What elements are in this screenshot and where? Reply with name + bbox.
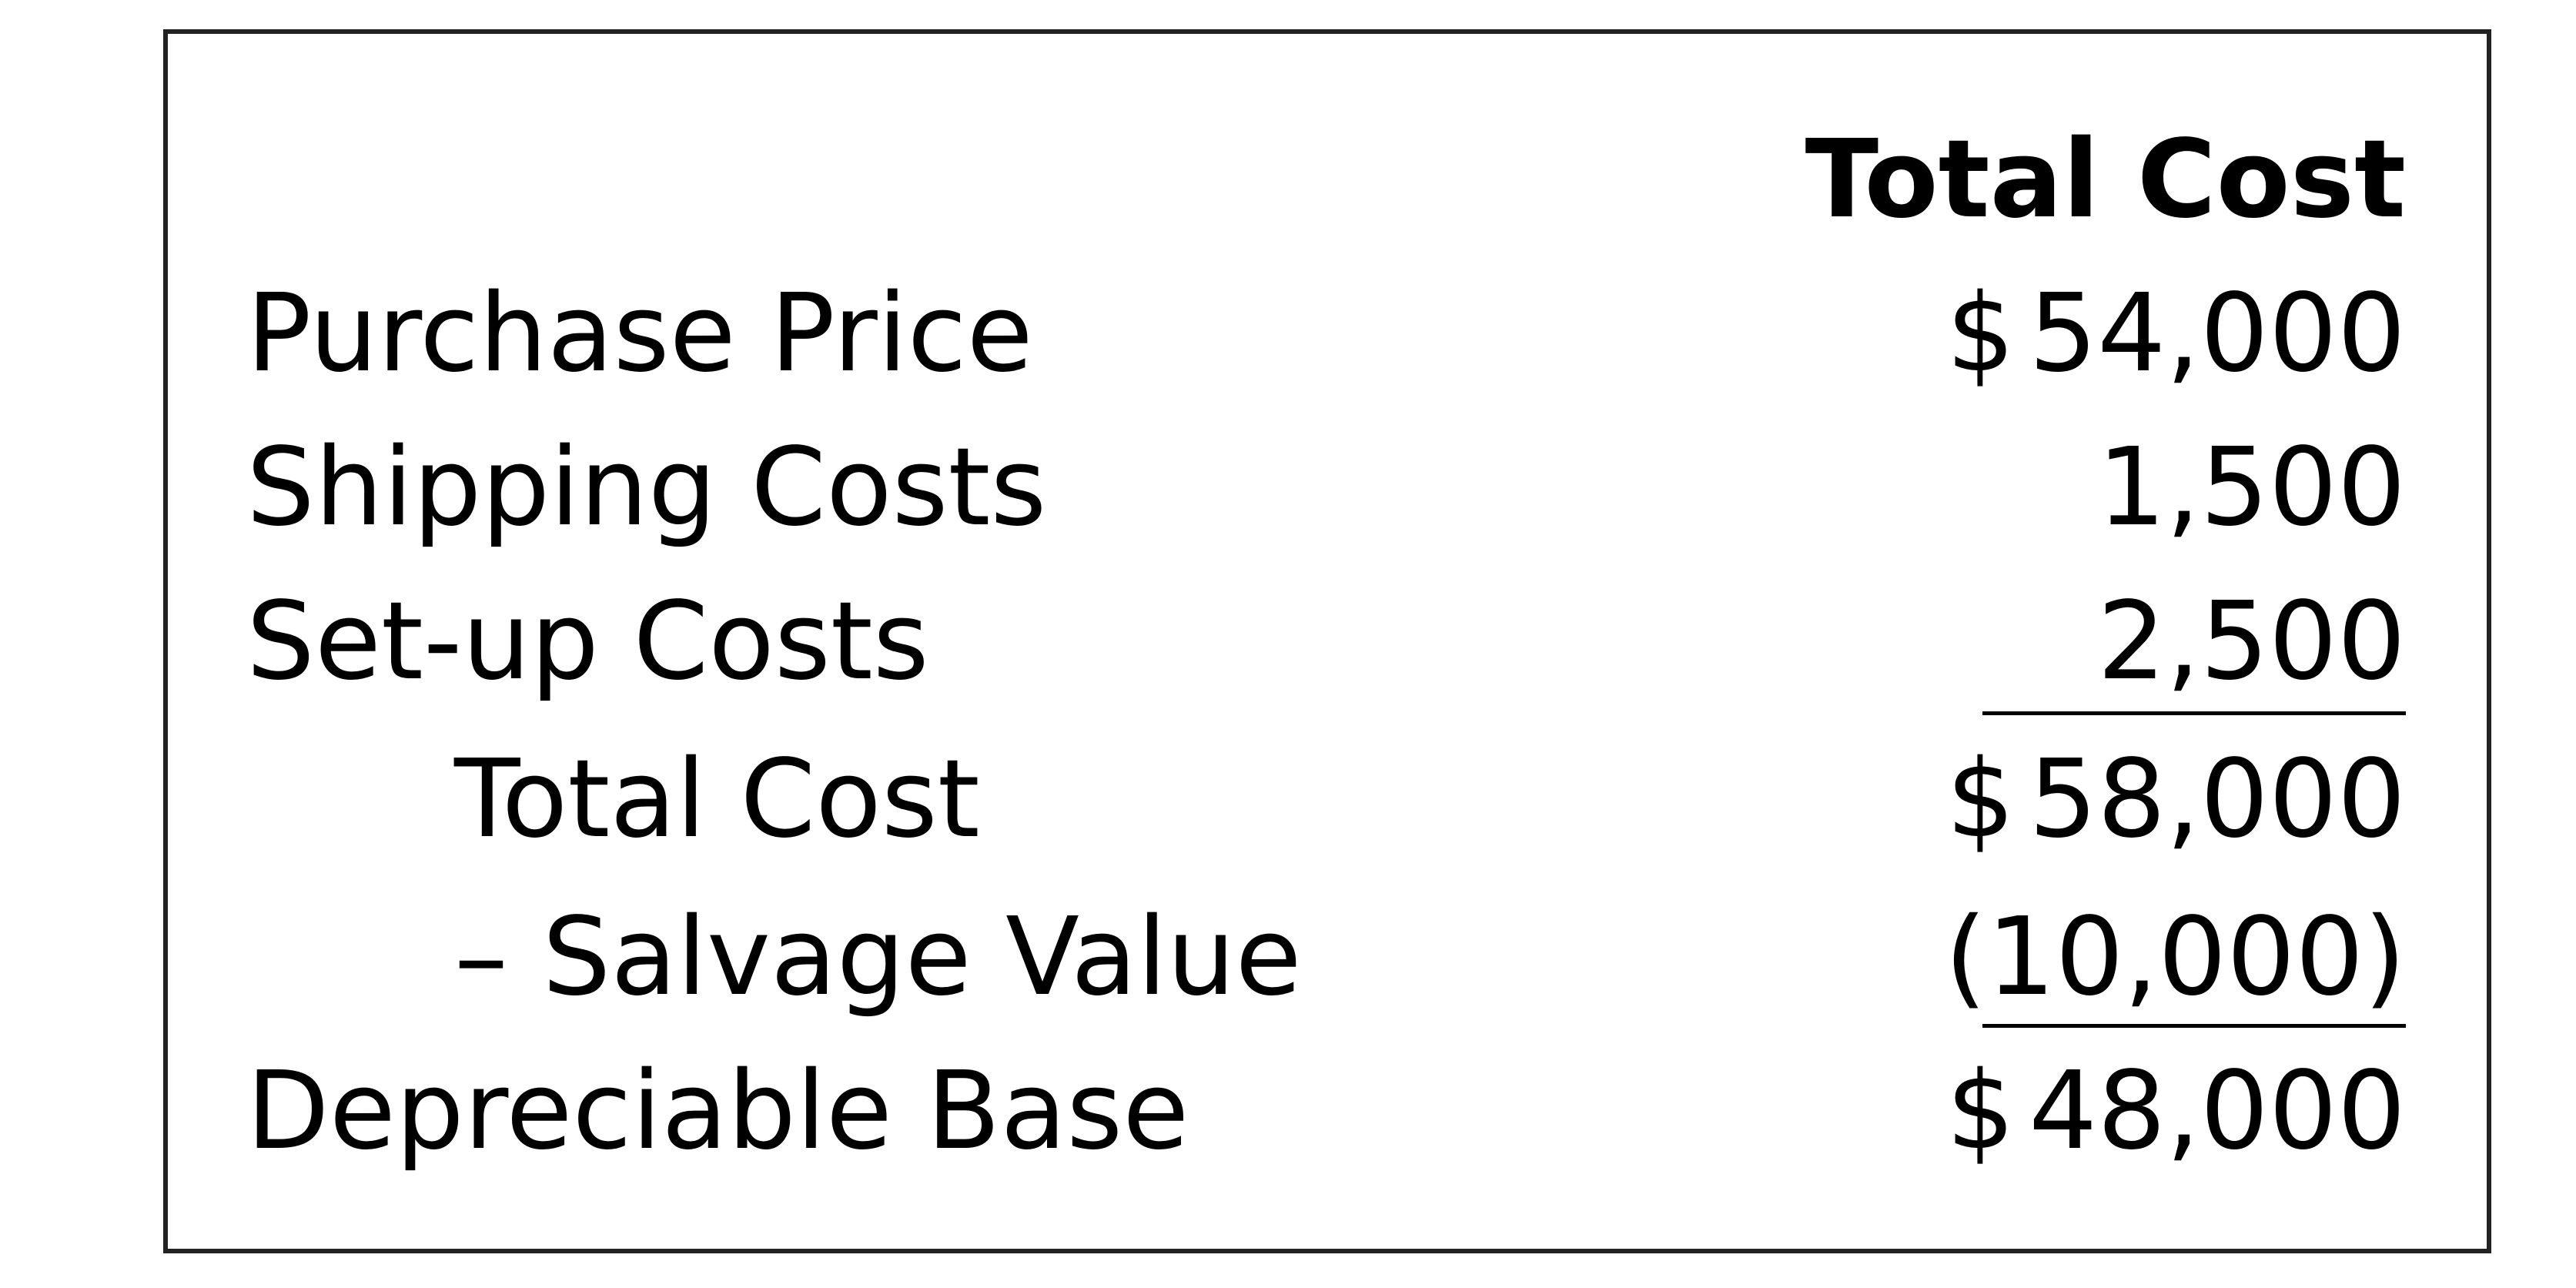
subtotal-underline	[1982, 711, 2406, 715]
depreciable-base-amount: 48,000	[2029, 1049, 2406, 1174]
setup-costs-row: Set-up Costs 2,500	[168, 573, 2487, 727]
depreciable-base-row: Depreciable Base $ 48,000	[168, 1042, 2487, 1196]
purchase-price-row: Purchase Price $ 54,000	[168, 265, 2487, 419]
setup-costs-amount: 2,500	[2097, 579, 2406, 704]
salvage-value-row: – Salvage Value (10,000)	[168, 888, 2487, 1042]
salvage-value-amount: (10,000)	[1944, 895, 2406, 1020]
header-row: Total Cost	[168, 111, 2487, 265]
depreciable-base-label: Depreciable Base	[246, 1049, 1189, 1174]
total-cost-amount: 58,000	[2029, 737, 2406, 862]
total-cost-currency: $	[1946, 737, 2016, 862]
total-cost-column-header: Total Cost	[1805, 117, 2406, 243]
purchase-price-label: Purchase Price	[246, 271, 1033, 396]
depreciable-base-currency: $	[1946, 1049, 2016, 1174]
total-cost-label: Total Cost	[454, 737, 980, 862]
total-cost-row: Total Cost $ 58,000	[168, 731, 2487, 885]
purchase-price-amount: 54,000	[2029, 271, 2406, 396]
shipping-costs-amount: 1,500	[2097, 425, 2406, 550]
shipping-costs-row: Shipping Costs 1,500	[168, 419, 2487, 573]
statement-frame: Total Cost Purchase Price $ 54,000 Shipp…	[163, 29, 2491, 1253]
salvage-underline	[1982, 1024, 2406, 1028]
salvage-value-label: – Salvage Value	[454, 895, 1302, 1020]
shipping-costs-label: Shipping Costs	[246, 425, 1047, 550]
setup-costs-label: Set-up Costs	[246, 579, 929, 704]
purchase-price-currency: $	[1946, 271, 2016, 396]
